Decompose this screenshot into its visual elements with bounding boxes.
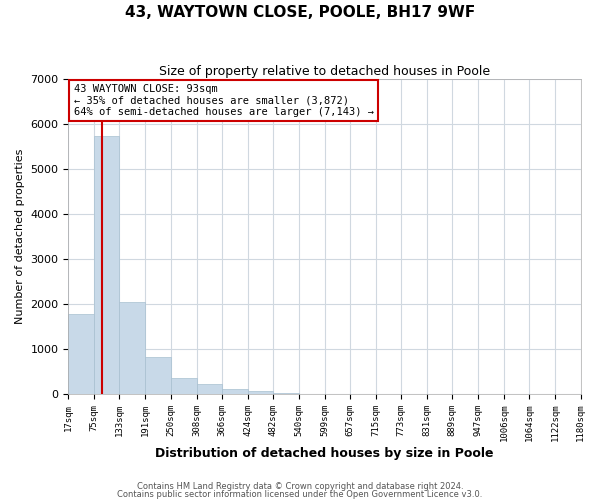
Bar bbox=[171, 378, 197, 394]
Bar bbox=[68, 314, 94, 394]
Text: 43 WAYTOWN CLOSE: 93sqm
← 35% of detached houses are smaller (3,872)
64% of semi: 43 WAYTOWN CLOSE: 93sqm ← 35% of detache… bbox=[74, 84, 374, 117]
Bar bbox=[248, 392, 273, 394]
Bar bbox=[197, 384, 222, 394]
Y-axis label: Number of detached properties: Number of detached properties bbox=[15, 149, 25, 324]
Text: 43, WAYTOWN CLOSE, POOLE, BH17 9WF: 43, WAYTOWN CLOSE, POOLE, BH17 9WF bbox=[125, 5, 475, 20]
Title: Size of property relative to detached houses in Poole: Size of property relative to detached ho… bbox=[159, 65, 490, 78]
Bar bbox=[145, 357, 171, 394]
Bar bbox=[222, 389, 248, 394]
Text: Contains HM Land Registry data © Crown copyright and database right 2024.: Contains HM Land Registry data © Crown c… bbox=[137, 482, 463, 491]
Bar bbox=[119, 302, 145, 394]
Text: Contains public sector information licensed under the Open Government Licence v3: Contains public sector information licen… bbox=[118, 490, 482, 499]
Bar bbox=[273, 392, 299, 394]
Bar bbox=[94, 136, 119, 394]
X-axis label: Distribution of detached houses by size in Poole: Distribution of detached houses by size … bbox=[155, 447, 494, 460]
